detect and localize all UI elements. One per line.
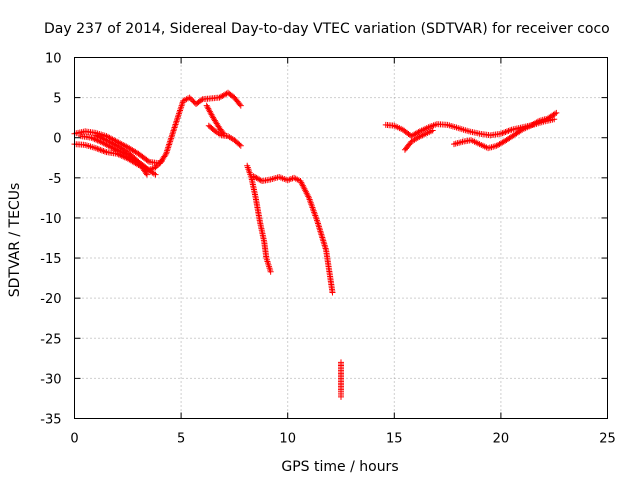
y-tick-label: -10 [40, 212, 61, 227]
data-point [152, 171, 159, 178]
data-point [551, 110, 558, 117]
data-point [429, 127, 436, 134]
y-tick-label: -15 [40, 252, 61, 267]
data-point [144, 157, 151, 164]
data-point [162, 152, 169, 159]
data-point [220, 130, 227, 137]
data-point [237, 142, 244, 149]
x-tick-labels: 0 5 10 15 20 25 [70, 432, 615, 447]
data-point [236, 141, 243, 148]
data-point [143, 171, 150, 178]
data-points [71, 89, 560, 400]
x-axis-label: GPS time / hours [281, 459, 398, 475]
data-point [534, 118, 541, 125]
x-tick-label: 15 [386, 432, 403, 447]
data-point [157, 159, 164, 166]
x-tick-label: 25 [599, 432, 616, 447]
data-point [551, 116, 558, 123]
chart-title: Day 237 of 2014, Sidereal Day-to-day VTE… [44, 21, 610, 37]
y-tick-label: -20 [40, 292, 61, 307]
data-point [553, 109, 560, 116]
data-point [415, 129, 422, 136]
data-point [158, 157, 165, 164]
y-tick-label: 0 [53, 132, 61, 147]
y-tick-labels: 10 5 0 -5 -10 -15 -20 -25 -30 -35 [40, 52, 61, 428]
y-tick-label: -30 [40, 372, 61, 387]
y-tick-label: -25 [40, 332, 61, 347]
data-point [219, 129, 226, 136]
data-point [267, 268, 274, 275]
y-tick-label: 10 [45, 52, 62, 67]
x-tick-label: 5 [177, 432, 185, 447]
data-point [198, 97, 205, 104]
y-tick-label: -35 [40, 413, 61, 428]
plot-frame [74, 57, 608, 419]
data-point [155, 161, 162, 168]
grid [74, 57, 608, 419]
data-point [186, 94, 193, 101]
y-tick-label: -5 [49, 172, 62, 187]
data-point [152, 164, 159, 171]
y-axis-label: SDTVAR / TECUs [7, 183, 23, 298]
data-point [156, 160, 163, 167]
data-point [517, 127, 524, 134]
data-point [190, 98, 197, 105]
data-point [338, 393, 344, 400]
y-tick-label: 5 [53, 92, 61, 107]
data-point [187, 95, 194, 102]
data-point [143, 170, 150, 177]
data-point [153, 163, 160, 170]
data-point [329, 289, 336, 296]
data-point [237, 102, 244, 109]
data-point [236, 101, 243, 108]
x-tick-label: 20 [493, 432, 510, 447]
x-tick-label: 0 [70, 432, 78, 447]
data-point [189, 97, 196, 104]
x-tick-label: 10 [279, 432, 296, 447]
